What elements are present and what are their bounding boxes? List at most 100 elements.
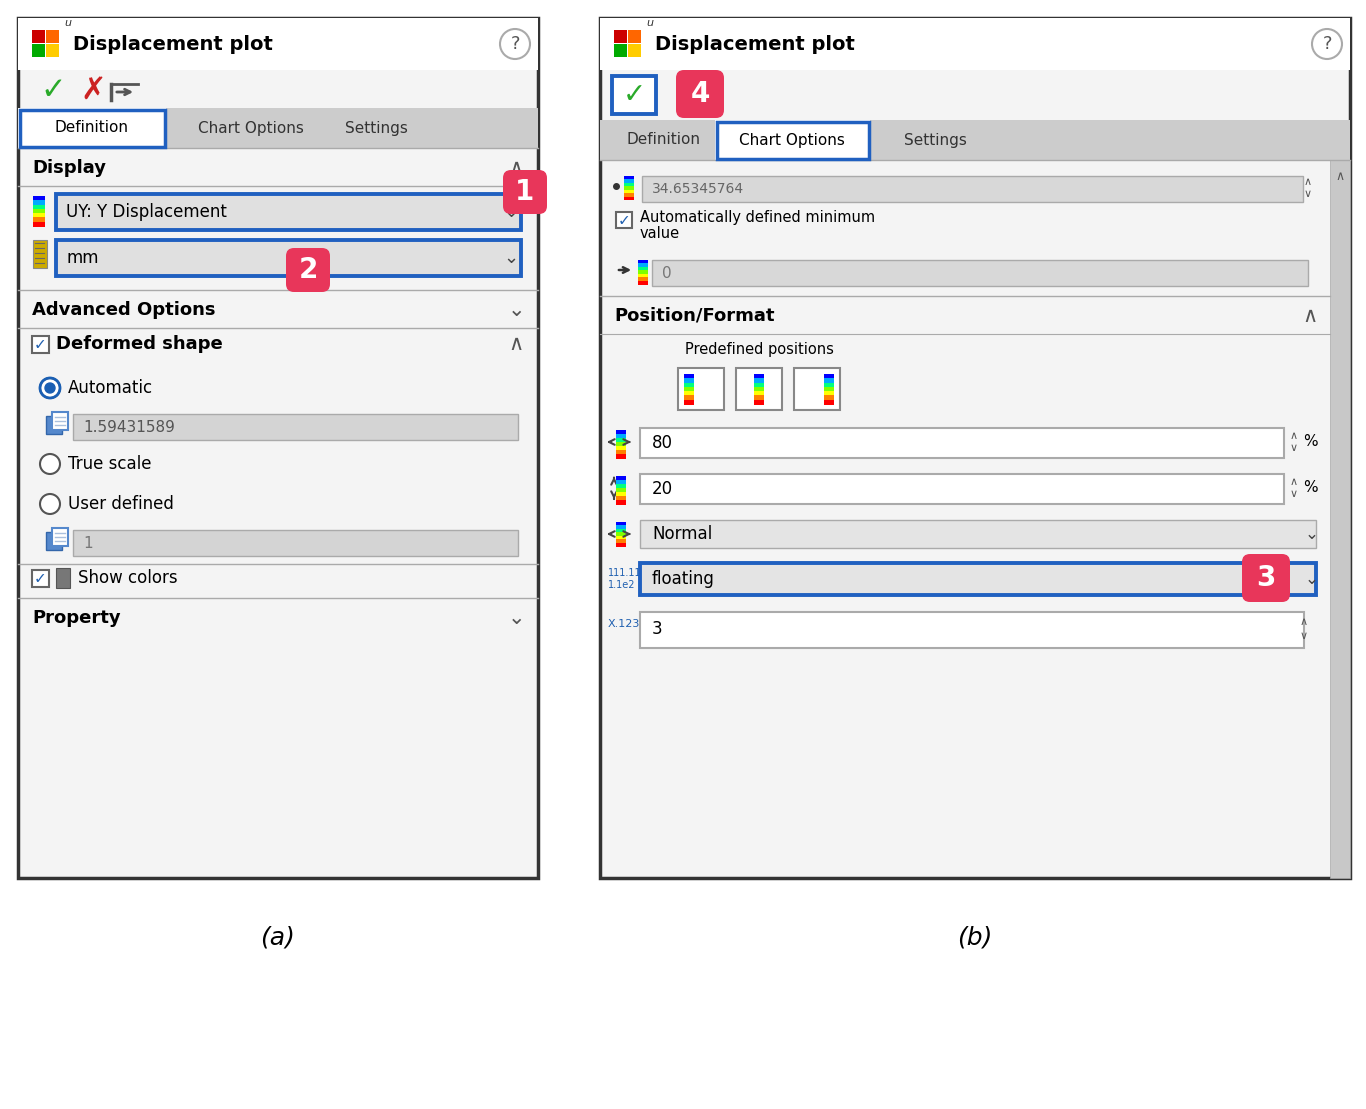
Bar [33,222,45,226]
Text: ∧: ∧ [1302,306,1318,326]
Bar [72,414,518,440]
Bar [824,378,835,383]
Text: Settings: Settings [344,121,407,135]
Text: Predefined positions: Predefined positions [684,342,833,357]
Text: Display: Display [31,159,107,177]
Bar [56,568,70,588]
Text: Definition: Definition [55,121,128,135]
Circle shape [40,378,60,398]
Bar [31,44,45,57]
Bar [1330,160,1350,878]
Text: ✓: ✓ [34,571,46,587]
Bar [754,383,764,387]
Text: u: u [64,18,71,28]
Bar [754,399,764,405]
Text: ✓: ✓ [623,81,646,109]
Text: Settings: Settings [903,132,966,147]
Text: 80: 80 [652,434,673,452]
Circle shape [40,454,60,474]
Text: ∧: ∧ [1290,477,1298,487]
Bar [31,570,49,587]
Text: ✗: ✗ [81,75,105,104]
Bar [684,391,694,396]
Text: ✓: ✓ [617,214,630,228]
Bar [616,480,626,485]
Bar [638,260,647,264]
Circle shape [500,29,530,59]
Bar [624,186,634,191]
Bar [641,474,1284,503]
Bar [794,368,840,410]
Text: ∧: ∧ [1336,170,1344,183]
Bar [600,18,1350,878]
Bar [616,542,626,547]
Bar [33,217,45,222]
Text: User defined: User defined [68,495,173,513]
Text: ∧: ∧ [1290,431,1298,441]
Bar [624,176,634,180]
Bar [628,30,641,43]
Text: Definition: Definition [627,132,701,147]
Bar [616,529,626,532]
Text: (a): (a) [261,926,295,950]
Bar [624,190,634,194]
Text: floating: floating [652,570,714,588]
Bar [638,267,647,271]
Text: 2: 2 [298,256,318,284]
Bar [616,488,626,492]
Text: ⌄: ⌄ [507,608,525,628]
Text: ∨: ∨ [1305,189,1313,199]
Bar [72,530,518,556]
Bar [616,442,626,447]
Text: Automatically defined minimum: Automatically defined minimum [641,210,876,225]
Bar [684,396,694,400]
Text: ✓: ✓ [34,337,46,353]
Bar [641,563,1315,596]
Bar [638,264,647,267]
Bar [56,240,520,276]
Text: Show colors: Show colors [78,569,178,587]
Bar [616,438,626,442]
Bar [824,391,835,396]
Text: Normal: Normal [652,525,712,543]
Bar [824,383,835,387]
Bar [600,120,1350,160]
Text: (b): (b) [958,926,993,950]
Text: Displacement plot: Displacement plot [656,34,855,53]
Bar [616,212,632,228]
Bar [754,396,764,400]
Bar [33,208,45,214]
Text: %: % [1303,435,1317,449]
FancyBboxPatch shape [1242,554,1290,602]
Bar [19,110,164,146]
Text: Displacement plot: Displacement plot [72,34,273,53]
Bar [642,176,1303,202]
Text: Advanced Options: Advanced Options [31,301,216,319]
Bar [824,396,835,400]
Bar [616,526,626,529]
Bar [684,374,694,379]
Bar [616,532,626,537]
Bar [628,44,641,57]
Bar [638,281,647,285]
Text: ∨: ∨ [1290,489,1298,499]
Bar [46,416,61,434]
Text: ⌄: ⌄ [1305,525,1320,543]
Bar [754,391,764,396]
Bar [754,378,764,383]
Bar [641,520,1315,548]
Bar [678,368,724,410]
Text: Chart Options: Chart Options [198,121,305,135]
Bar [33,213,45,218]
Bar [46,30,59,43]
Bar [652,260,1309,286]
Text: ∨: ∨ [1300,631,1309,641]
Text: 3: 3 [652,620,663,638]
Bar [684,383,694,387]
Bar [754,374,764,379]
FancyBboxPatch shape [503,170,546,214]
Bar [52,413,68,430]
Text: UY: Y Displacement: UY: Y Displacement [66,203,227,221]
Bar [736,368,781,410]
Bar [18,18,538,70]
